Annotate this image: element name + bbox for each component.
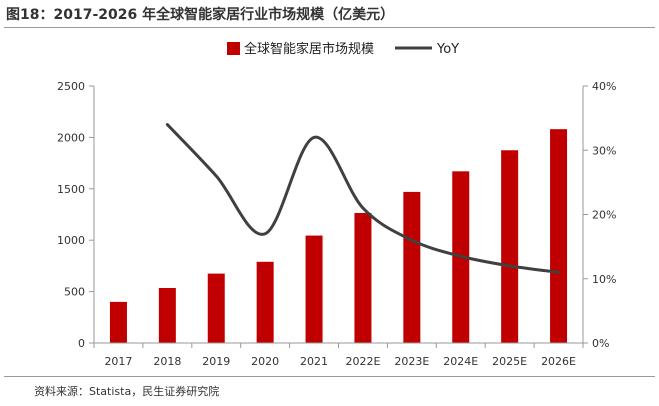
yoy-line (165, 123, 561, 274)
x-tick-label: 2020 (251, 355, 279, 368)
legend: 全球智能家居市场规模 YoY (227, 41, 459, 57)
bar-2019 (207, 273, 225, 343)
y-right-tick-label: 10% (592, 273, 616, 286)
source-divider (4, 376, 655, 377)
chart-title: 图18：2017-2026 年全球智能家居行业市场规模（亿美元） (6, 7, 395, 23)
y-left-tick-label: 1500 (57, 183, 85, 196)
bar-2020 (256, 261, 274, 343)
legend-bar-swatch (227, 42, 240, 55)
legend-bar-label: 全球智能家居市场规模 (244, 41, 374, 57)
source-note: 资料来源：Statista，民生证券研究院 (34, 385, 220, 398)
y-right-tick-label: 0% (592, 337, 609, 350)
x-tick-label: 2023E (394, 355, 429, 368)
bar-2025E (501, 150, 519, 343)
legend-line-label: YoY (436, 42, 459, 57)
y-right-tick-label: 20% (592, 209, 616, 222)
x-tick-label: 2021 (300, 355, 328, 368)
y-left-tick-label: 2000 (57, 131, 85, 144)
y-right-tick-label: 30% (592, 144, 616, 157)
y-left-tick-label: 500 (64, 286, 85, 299)
x-tick-label: 2025E (492, 355, 527, 368)
chart-area: 全球智能家居市场规模 YoY 2017 2018 2019 2020 2021 2022E… (57, 41, 616, 368)
axes (89, 85, 588, 348)
x-tick-label: 2026E (541, 355, 576, 368)
x-tick-label: 2022E (345, 355, 380, 368)
y-left-tick-label: 0 (78, 337, 85, 350)
x-tick-label: 2018 (153, 355, 181, 368)
x-tick-label: 2017 (104, 355, 132, 368)
bar-2022E (354, 212, 372, 343)
y-left-tick-label: 1000 (57, 234, 85, 247)
bar-2026E (550, 129, 568, 343)
bar-2018 (158, 288, 176, 343)
y-right-tick-label: 40% (592, 80, 616, 93)
title-divider (4, 27, 655, 28)
axis-labels: 2017 2018 2019 2020 2021 2022E 2023E 2024E 2025E… (57, 80, 616, 368)
bar-2023E (403, 191, 421, 343)
bar-series (109, 129, 568, 343)
bar-2017 (109, 301, 127, 343)
y-left-tick-label: 2500 (57, 80, 85, 93)
x-tick-label: 2024E (443, 355, 478, 368)
bar-2021 (305, 235, 323, 343)
x-tick-label: 2019 (202, 355, 230, 368)
